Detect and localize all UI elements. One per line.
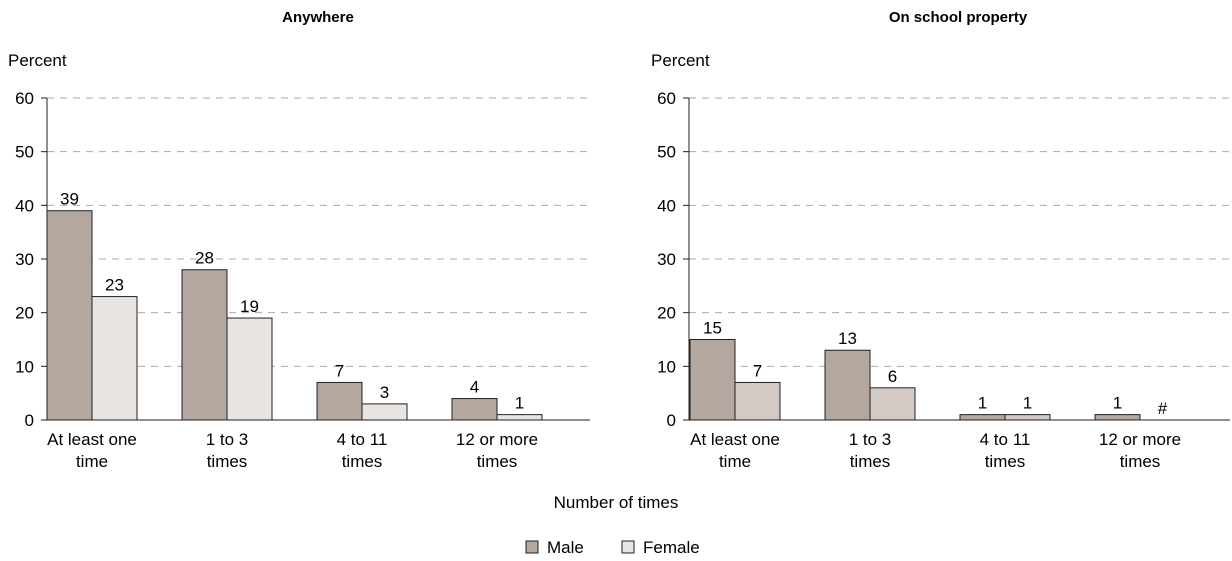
- bar-male: [689, 339, 736, 421]
- bar-female: [361, 403, 408, 421]
- x-tick-label: time: [76, 452, 108, 471]
- chart-title: On school property: [889, 9, 1028, 26]
- data-label: 28: [195, 249, 214, 268]
- data-label: 7: [753, 361, 762, 380]
- bar-female: [734, 381, 781, 421]
- data-label: 6: [888, 367, 897, 386]
- y-tick-label: 20: [15, 304, 34, 323]
- data-label: 3: [380, 383, 389, 402]
- y-tick-label: 10: [657, 357, 676, 376]
- x-tick-label: times: [985, 452, 1026, 471]
- data-label: 1: [1113, 394, 1122, 413]
- y-axis-label: Percent: [8, 51, 67, 70]
- legend: Male Female: [525, 538, 700, 557]
- legend-swatch-male: [525, 540, 539, 554]
- x-tick-label: time: [719, 452, 751, 471]
- bar-female: [91, 296, 138, 421]
- y-tick-label: 40: [15, 196, 34, 215]
- data-label: 1: [978, 394, 987, 413]
- y-tick-label: 20: [657, 304, 676, 323]
- bar-male: [1094, 414, 1141, 421]
- y-tick-label: 60: [15, 89, 34, 108]
- data-label: 19: [240, 297, 259, 316]
- bar-male: [959, 414, 1006, 421]
- x-tick-label: times: [1120, 452, 1161, 471]
- data-label: 1: [1023, 394, 1032, 413]
- x-tick-label: 12 or more: [1099, 430, 1181, 449]
- x-tick-label: 1 to 3: [206, 430, 249, 449]
- bar-female: [1004, 414, 1051, 421]
- y-tick-label: 0: [667, 411, 676, 430]
- x-tick-label: At least one: [47, 430, 137, 449]
- legend-label-male: Male: [547, 538, 584, 557]
- y-tick-label: 60: [657, 89, 676, 108]
- y-tick-label: 10: [15, 357, 34, 376]
- x-tick-label: At least one: [690, 430, 780, 449]
- x-tick-label: 1 to 3: [849, 430, 892, 449]
- data-label: 39: [60, 190, 79, 209]
- x-tick-label: 4 to 11: [337, 430, 388, 449]
- x-tick-label: times: [207, 452, 248, 471]
- bar-female: [496, 414, 543, 421]
- y-tick-label: 0: [25, 411, 34, 430]
- bar-male: [451, 398, 498, 421]
- legend-swatch-female: [621, 540, 635, 554]
- x-tick-label: 4 to 11: [980, 430, 1031, 449]
- x-tick-label: times: [850, 452, 891, 471]
- data-label: 15: [703, 319, 722, 338]
- y-tick-label: 30: [15, 250, 34, 269]
- bar-male: [46, 210, 93, 421]
- data-label: 13: [838, 329, 857, 348]
- data-label: 23: [105, 276, 124, 295]
- data-label: 4: [470, 378, 479, 397]
- bar-female: [226, 317, 273, 421]
- y-axis-label: Percent: [651, 51, 710, 70]
- chart-title: Anywhere: [282, 9, 354, 26]
- chart-panel-anywhere: Anywhere Percent 0 10 20 30 40 50 60 39 23 At least…: [8, 9, 590, 471]
- y-tick-label: 40: [657, 196, 676, 215]
- y-tick-label: 50: [15, 143, 34, 162]
- legend-label-female: Female: [643, 538, 700, 557]
- bar-male: [181, 269, 228, 421]
- data-label: 7: [335, 361, 344, 380]
- x-tick-label: 12 or more: [456, 430, 538, 449]
- data-label: #: [1158, 399, 1168, 418]
- bar-male: [316, 381, 363, 421]
- chart-panel-school-property: On school property Percent 0 10 20 30 40 50 60 15…: [651, 9, 1230, 471]
- x-tick-label: times: [477, 452, 518, 471]
- y-tick-label: 30: [657, 250, 676, 269]
- data-label: 1: [515, 394, 524, 413]
- bar-male: [824, 349, 871, 421]
- x-tick-label: times: [342, 452, 383, 471]
- y-tick-label: 50: [657, 143, 676, 162]
- bar-female: [869, 387, 916, 421]
- shared-x-axis-label: Number of times: [554, 493, 679, 512]
